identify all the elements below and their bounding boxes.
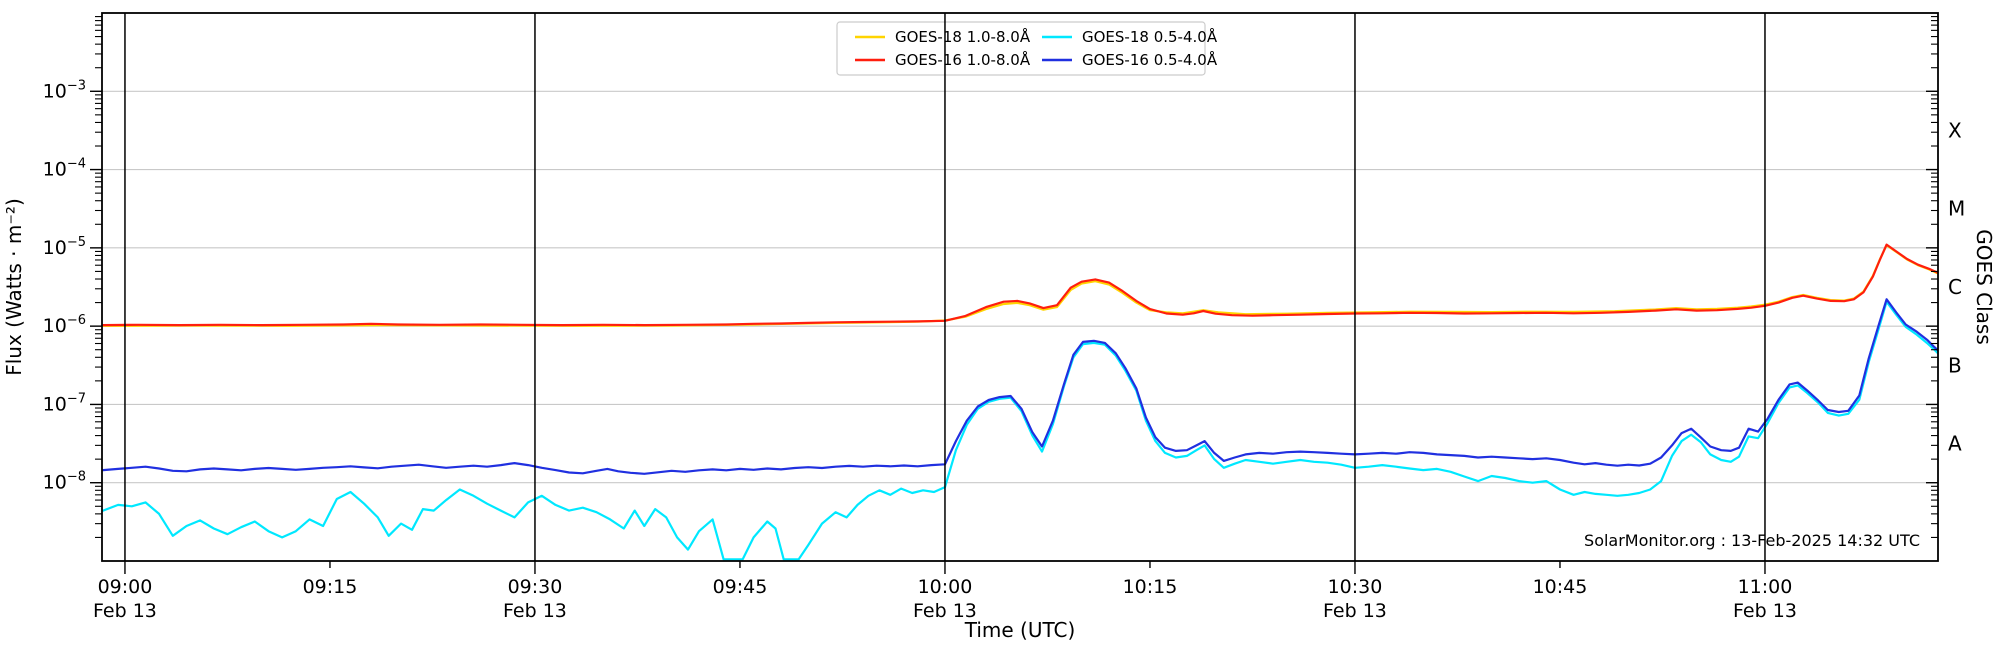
x-axis-label: Time (UTC) [964, 618, 1076, 642]
x-tick-label-1030: 10:30 [1328, 576, 1383, 598]
class-label-b: B [1948, 353, 1962, 377]
watermark-annotation: SolarMonitor.org : 13-Feb-2025 14:32 UTC [1584, 531, 1920, 550]
x-tick-date-1100: Feb 13 [1733, 600, 1797, 622]
x-tick-label-1000: 10:00 [918, 576, 973, 598]
series-goes-16-1-0-8-0- [102, 243, 1938, 327]
x-tick-label-0930: 09:30 [508, 576, 563, 598]
x-tick-label-0900: 09:00 [98, 576, 153, 598]
legend-entry-label-4: GOES-16 0.5-4.0Å [1082, 50, 1218, 69]
series-goes-18-1-0-8-0- [102, 244, 1938, 327]
x-tick-label-1045: 10:45 [1533, 576, 1588, 598]
series-goes-18-0-5-4-0- [102, 300, 1938, 561]
y-tick-label-1e-6: 10−6 [43, 313, 86, 337]
x-tick-label-0945: 09:45 [713, 576, 768, 598]
x-tick-label-1100: 11:00 [1738, 576, 1793, 598]
y-tick-label-1e-8: 10−8 [43, 470, 86, 494]
legend-box [836, 21, 1206, 76]
x-tick-label-1015: 10:15 [1123, 576, 1178, 598]
class-label-m: M [1948, 197, 1965, 221]
legend-entry-label-1: GOES-18 1.0-8.0Å [895, 27, 1031, 46]
legend-entry-label-2: GOES-16 1.0-8.0Å [895, 50, 1031, 69]
y-tick-label-1e-3: 10−3 [43, 78, 86, 102]
legend-entry-label-3: GOES-18 0.5-4.0Å [1082, 27, 1218, 46]
y-axis-label: Flux (Watts · m⁻²) [2, 198, 26, 376]
class-label-a: A [1948, 432, 1962, 456]
x-tick-label-0915: 09:15 [303, 576, 358, 598]
plot-frame [101, 12, 1939, 562]
y-tick-label-1e-7: 10−7 [43, 391, 86, 415]
series-goes-16-0-5-4-0- [102, 298, 1938, 475]
y-tick-label-1e-4: 10−4 [43, 157, 86, 181]
x-tick-date-0900: Feb 13 [93, 600, 157, 622]
class-label-x: X [1948, 118, 1962, 142]
x-tick-date-0930: Feb 13 [503, 600, 567, 622]
right-axis-label: GOES Class [1972, 229, 1996, 345]
y-tick-label-1e-5: 10−5 [43, 235, 86, 259]
x-tick-date-1000: Feb 13 [913, 600, 977, 622]
x-tick-date-1030: Feb 13 [1323, 600, 1387, 622]
class-label-c: C [1948, 275, 1962, 299]
